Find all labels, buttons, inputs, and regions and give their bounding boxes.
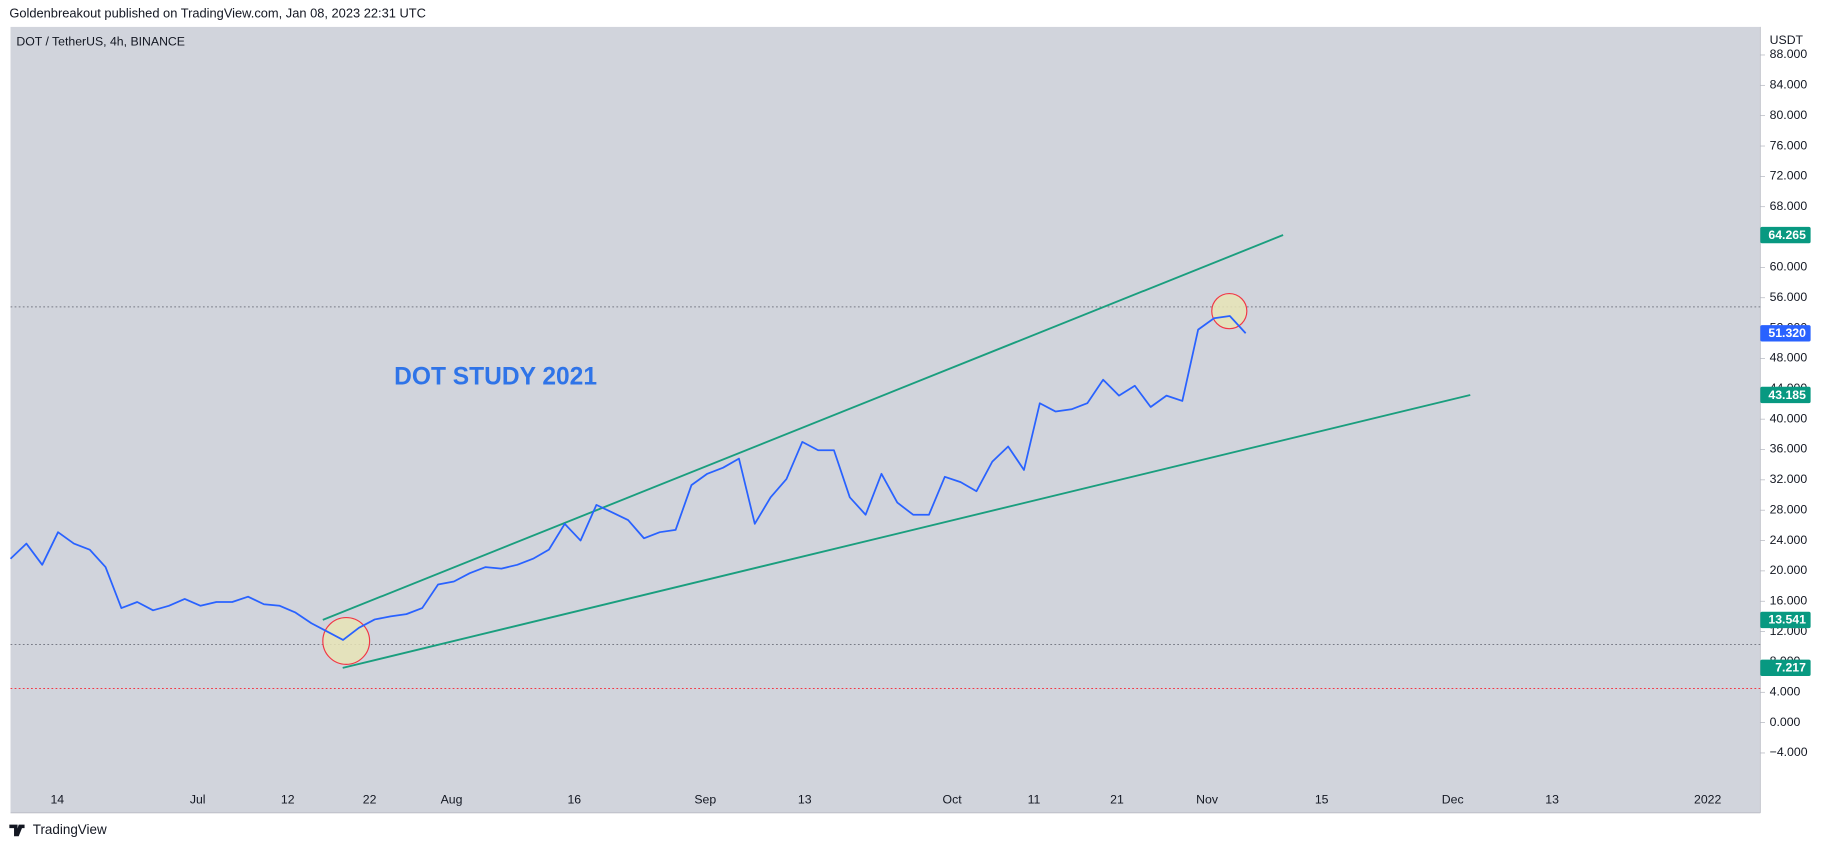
trendline — [322, 234, 1284, 621]
symbol-label: DOT / TetherUS, 4h, BINANCE — [16, 34, 185, 48]
y-tick-label: 4.000 — [1770, 685, 1801, 699]
x-tick-label: 16 — [567, 792, 581, 806]
y-tick-label: 72.000 — [1770, 169, 1808, 183]
highlight-circle — [1211, 293, 1248, 330]
x-tick-label: Sep — [694, 792, 716, 806]
y-tick-label: 40.000 — [1770, 411, 1808, 425]
logo-icon — [9, 824, 25, 837]
axis-unit: USDT — [1770, 33, 1804, 47]
x-tick-label: 12 — [281, 792, 295, 806]
y-tick-label: 48.000 — [1770, 351, 1808, 365]
x-tick-label: Nov — [1196, 792, 1219, 806]
y-tick-label: 24.000 — [1770, 533, 1808, 547]
y-tick-label: 76.000 — [1770, 138, 1808, 152]
y-tick-label: 56.000 — [1770, 290, 1808, 304]
price-tag — [1760, 226, 1811, 244]
y-tick-label: 84.000 — [1770, 78, 1808, 92]
y-tick-label: 80.000 — [1770, 108, 1808, 122]
y-tick-label: 32.000 — [1770, 472, 1808, 486]
price-tag — [1760, 386, 1811, 404]
annotation: DOT STUDY 2021 — [394, 363, 597, 390]
x-tick-label: 22 — [363, 792, 377, 806]
y-tick-label: 60.000 — [1770, 260, 1808, 274]
highlight-circle — [322, 616, 371, 665]
x-tick-label: 15 — [1315, 792, 1329, 806]
x-tick-label: Aug — [441, 792, 463, 806]
price-tag — [1760, 611, 1811, 629]
x-tick-label: 13 — [1545, 792, 1559, 806]
price-tag-label: 64.265 — [1768, 228, 1806, 242]
x-tick-label: 21 — [1110, 792, 1124, 806]
trendline — [342, 394, 1471, 669]
price-tag — [1760, 659, 1811, 677]
price-tag — [1760, 325, 1811, 342]
x-tick-label: Jul — [190, 792, 206, 806]
x-tick-label: 2022 — [1694, 792, 1721, 806]
x-tick-label: 14 — [50, 792, 64, 806]
price-tag-label: 7.217 — [1775, 661, 1806, 675]
y-tick-label: 68.000 — [1770, 199, 1808, 213]
publish-header: Goldenbreakout published on TradingView.… — [9, 5, 426, 20]
x-tick-label: 11 — [1028, 792, 1041, 806]
plot-area — [10, 26, 1761, 813]
tradingview-logo — [9, 824, 25, 837]
y-tick-label: 88.000 — [1770, 47, 1808, 61]
y-tick-label: 0.000 — [1770, 715, 1801, 729]
x-tick-label: 13 — [798, 792, 812, 806]
price-tag-label: 51.320 — [1768, 326, 1806, 340]
price-line — [9, 315, 1247, 641]
y-tick-label: 36.000 — [1770, 442, 1808, 456]
price-tag-label: 43.185 — [1768, 388, 1806, 402]
y-tick-label: −4.000 — [1770, 745, 1808, 759]
x-tick-label: Oct — [943, 792, 963, 806]
price-tag-label: 13.541 — [1768, 613, 1806, 627]
y-tick-label: 28.000 — [1770, 502, 1808, 516]
footer-brand: TradingView — [33, 822, 107, 837]
price-axis — [1760, 26, 1834, 813]
y-tick-label: 16.000 — [1770, 593, 1808, 607]
y-tick-label: 20.000 — [1770, 563, 1808, 577]
x-tick-label: Dec — [1442, 792, 1464, 806]
